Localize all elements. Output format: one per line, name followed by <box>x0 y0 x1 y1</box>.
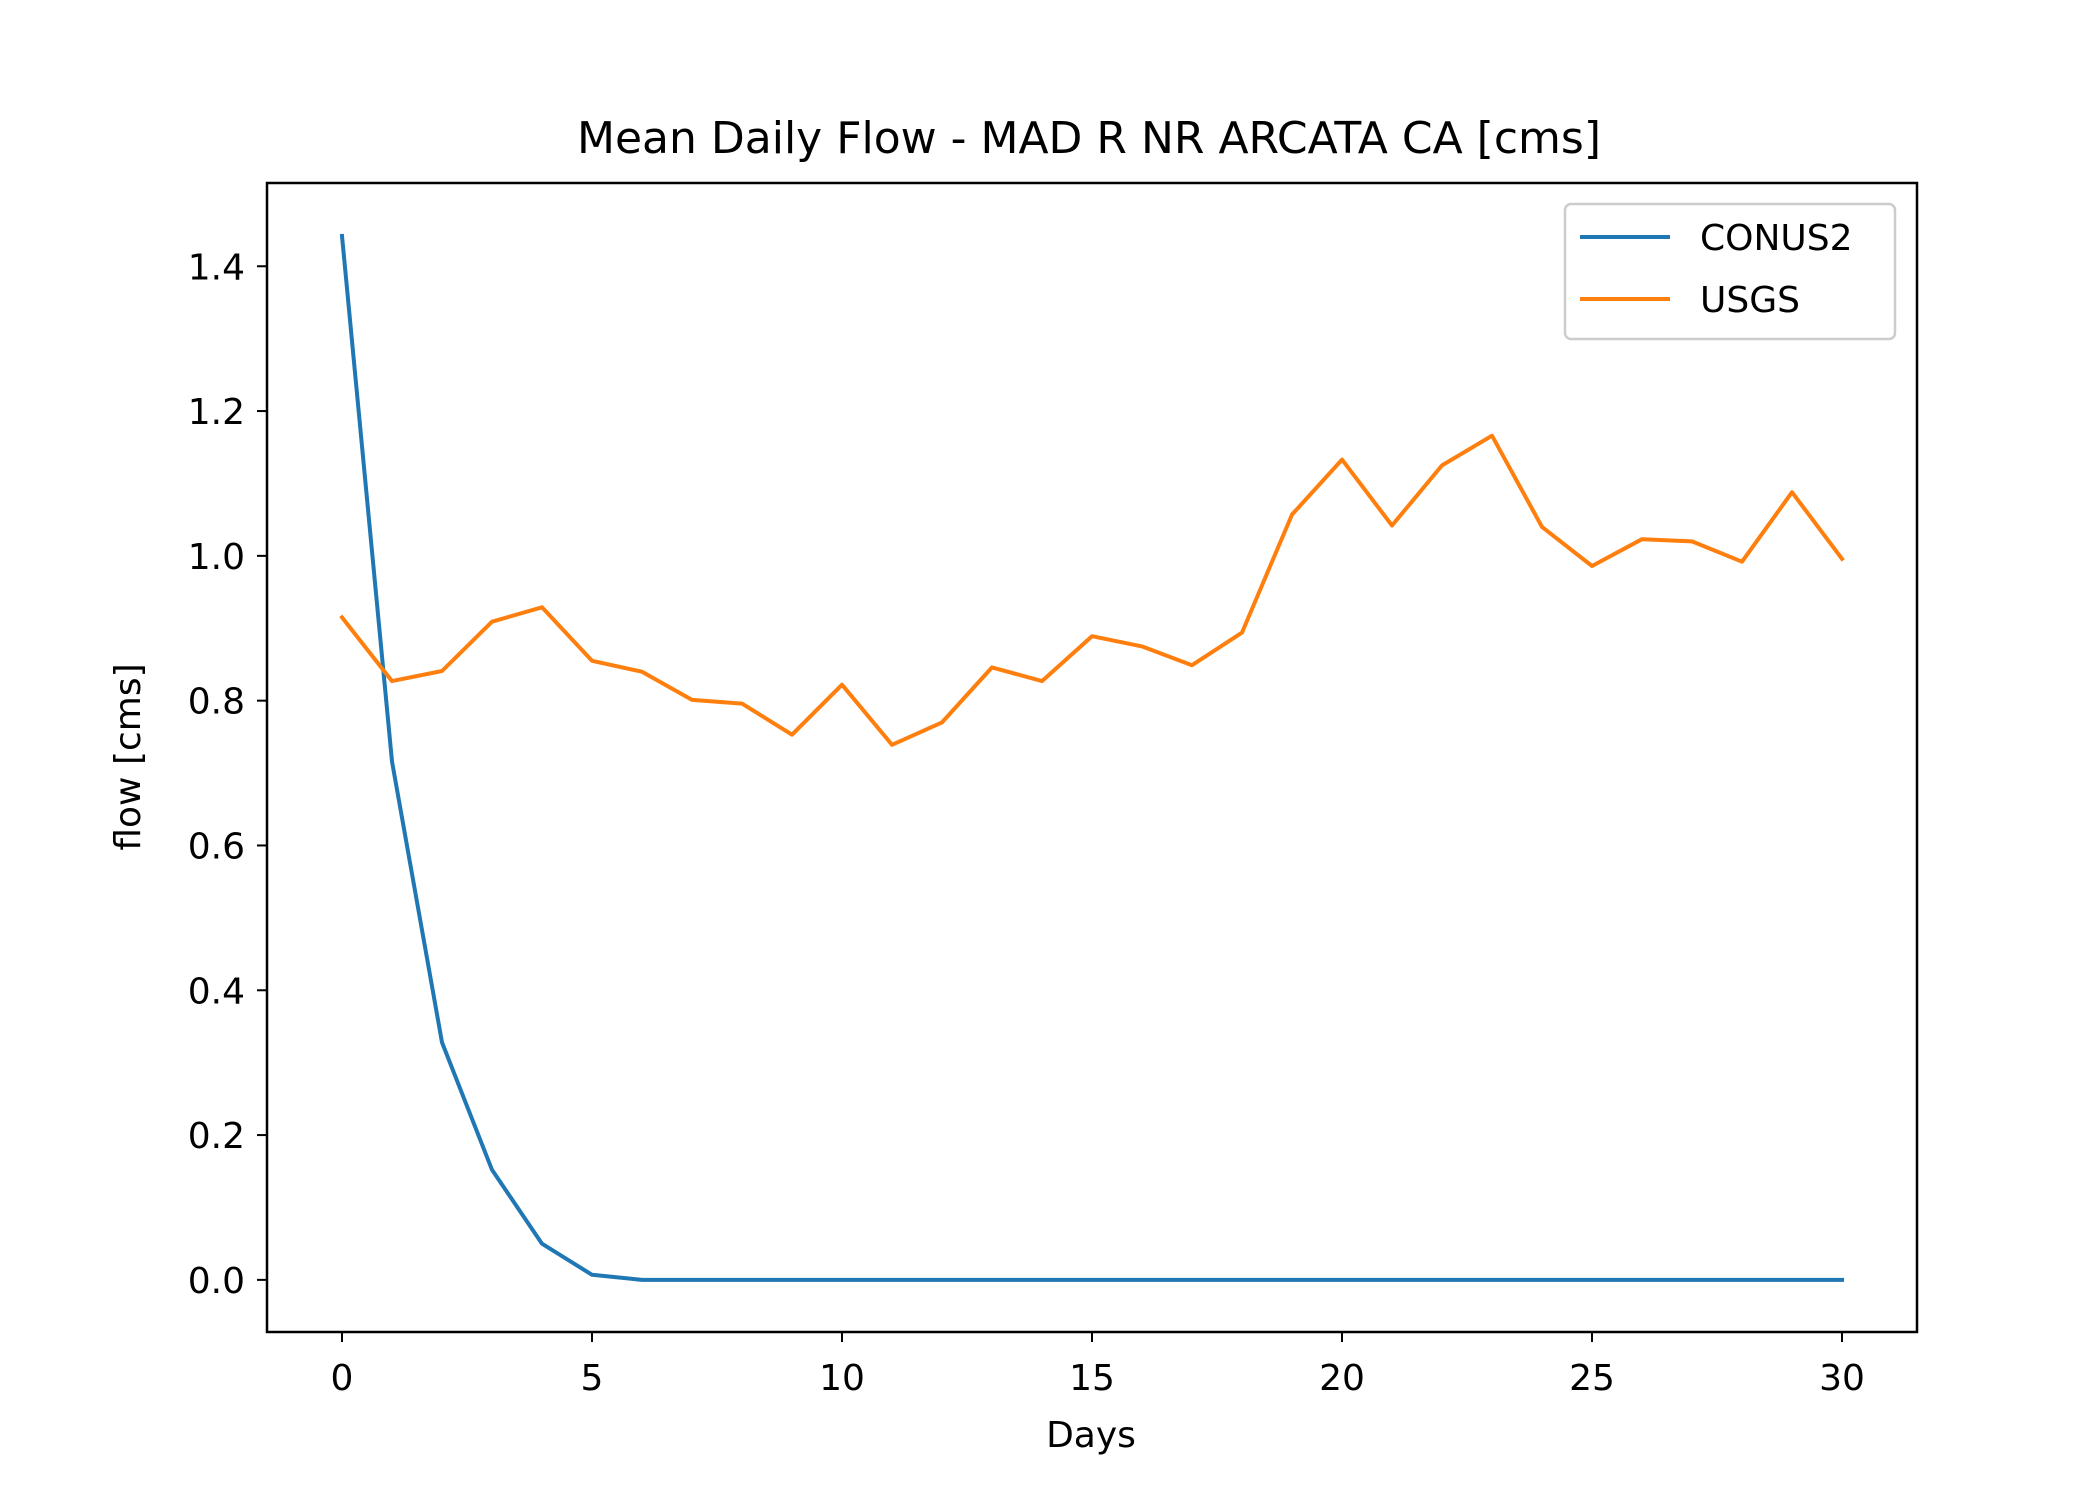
y-axis-label: flow [cms] <box>108 663 149 850</box>
x-tick-label: 20 <box>1319 1358 1365 1399</box>
legend-label-conus2: CONUS2 <box>1700 218 1853 259</box>
x-axis: 0 5 10 15 20 25 30 <box>331 1332 1865 1399</box>
y-tick-label: 0.0 <box>188 1261 245 1302</box>
y-tick-label: 0.2 <box>188 1116 245 1157</box>
x-tick-label: 10 <box>819 1358 865 1399</box>
series-line-usgs <box>339 433 1845 747</box>
x-tick-label: 0 <box>331 1358 354 1399</box>
y-tick-label: 1.2 <box>188 392 245 433</box>
x-tick-label: 25 <box>1569 1358 1615 1399</box>
y-tick-label: 0.8 <box>188 682 245 723</box>
x-tick-label: 30 <box>1819 1358 1865 1399</box>
y-tick-label: 0.6 <box>188 826 245 867</box>
x-axis-label: Days <box>1046 1415 1136 1456</box>
legend: CONUS2 USGS <box>1563 202 1897 341</box>
y-tick-label: 0.4 <box>188 971 245 1012</box>
x-tick-label: 15 <box>1069 1358 1115 1399</box>
chart-title: Mean Daily Flow - MAD R NR ARCATA CA [cm… <box>577 113 1601 164</box>
y-tick-label: 1.0 <box>188 537 245 578</box>
series-layer <box>339 233 1845 1282</box>
y-tick-label: 1.4 <box>188 247 245 288</box>
legend-label-usgs: USGS <box>1700 280 1800 321</box>
y-axis: 0.0 0.2 0.4 0.6 0.8 1.0 1.2 1.4 <box>188 247 267 1302</box>
series-line-conus2 <box>339 233 1844 1282</box>
x-tick-label: 5 <box>581 1358 604 1399</box>
